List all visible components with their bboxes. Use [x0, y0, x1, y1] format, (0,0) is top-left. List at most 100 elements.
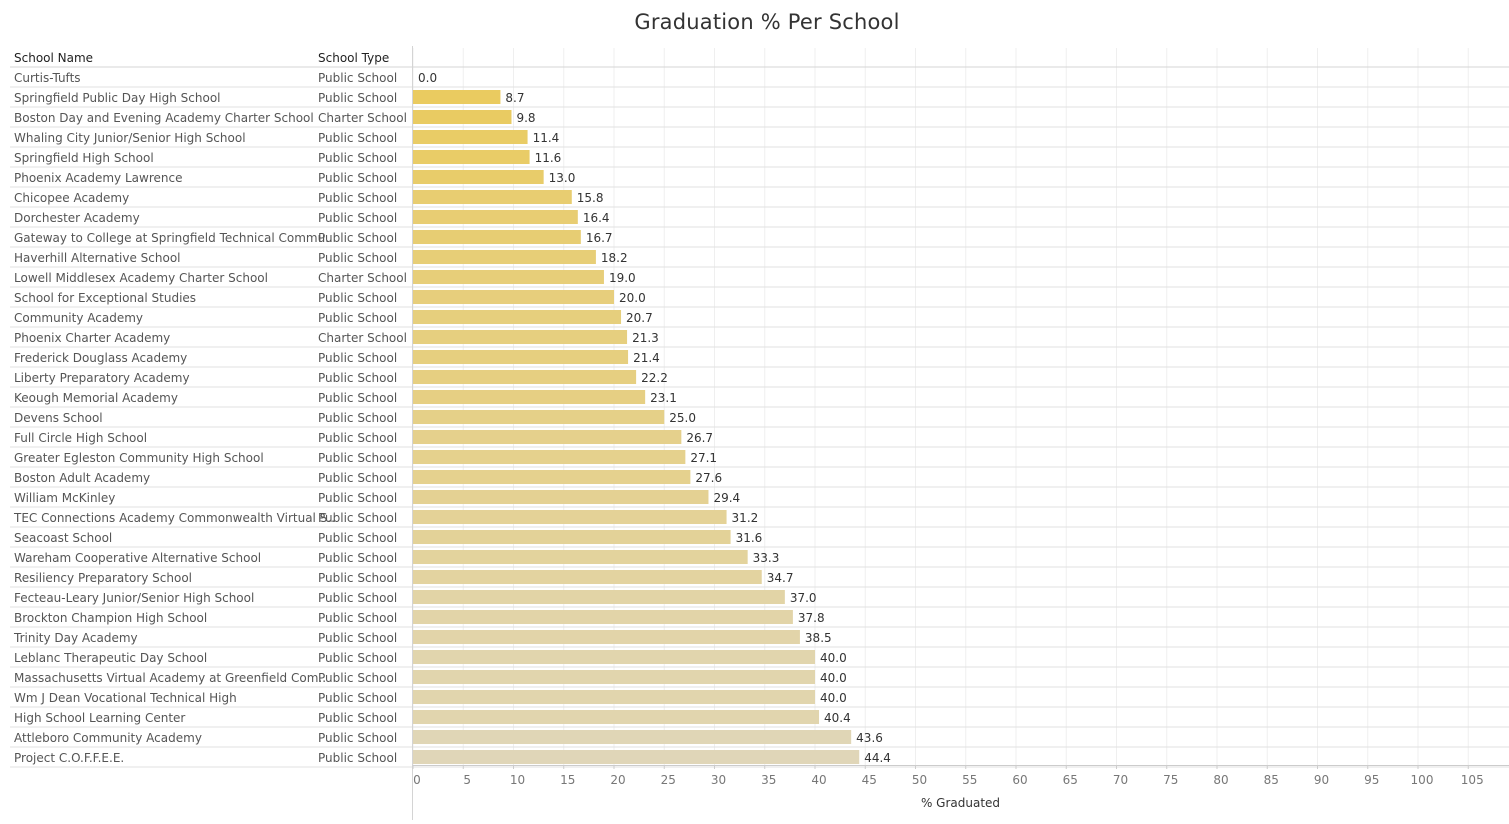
- bar: [413, 250, 596, 264]
- bar: [413, 550, 748, 564]
- school-name-label: Liberty Preparatory Academy: [14, 371, 190, 385]
- school-name-label: TEC Connections Academy Commonwealth Vir…: [13, 511, 335, 525]
- school-name-label: Attleboro Community Academy: [14, 731, 202, 745]
- school-type-label: Public School: [318, 211, 397, 225]
- data-label: 16.4: [583, 211, 610, 225]
- x-tick-label: 105: [1461, 773, 1484, 787]
- data-label: 37.8: [798, 611, 825, 625]
- school-name-label: Massachusetts Virtual Academy at Greenfi…: [14, 671, 326, 685]
- school-name-label: Frederick Douglass Academy: [14, 351, 187, 365]
- school-type-label: Charter School: [318, 331, 407, 345]
- bar: [413, 750, 860, 764]
- school-type-label: Public School: [318, 171, 397, 185]
- data-label: 40.0: [820, 671, 847, 685]
- school-type-label: Public School: [318, 491, 397, 505]
- bar: [413, 330, 628, 344]
- bar: [413, 470, 691, 484]
- bar: [413, 630, 800, 644]
- school-type-label: Public School: [318, 571, 397, 585]
- school-name-label: Whaling City Junior/Senior High School: [14, 131, 246, 145]
- bar: [413, 510, 727, 524]
- school-type-label: Public School: [318, 351, 397, 365]
- x-tick-label: 40: [811, 773, 826, 787]
- x-tick-label: 35: [761, 773, 776, 787]
- school-type-label: Public School: [318, 311, 397, 325]
- data-label: 20.7: [626, 311, 653, 325]
- x-tick-label: 5: [463, 773, 471, 787]
- school-type-label: Public School: [318, 691, 397, 705]
- school-type-label: Public School: [318, 231, 397, 245]
- bar: [413, 730, 852, 744]
- school-type-label: Public School: [318, 71, 397, 85]
- school-name-label: Leblanc Therapeutic Day School: [14, 651, 207, 665]
- school-name-label: Gateway to College at Springfield Techni…: [14, 231, 333, 245]
- data-label: 40.4: [824, 711, 851, 725]
- school-name-label: Dorchester Academy: [14, 211, 140, 225]
- data-label: 13.0: [549, 171, 576, 185]
- bar: [413, 130, 528, 144]
- school-type-label: Public School: [318, 511, 397, 525]
- bar: [413, 390, 646, 404]
- data-label: 37.0: [790, 591, 817, 605]
- school-type-label: Public School: [318, 451, 397, 465]
- x-tick-label: 65: [1063, 773, 1078, 787]
- data-label: 33.3: [753, 551, 780, 565]
- school-type-label: Public School: [318, 371, 397, 385]
- bar: [413, 710, 820, 724]
- school-name-label: Chicopee Academy: [14, 191, 129, 205]
- data-label: 16.7: [586, 231, 613, 245]
- bar: [413, 670, 815, 684]
- column-header-school-type: School Type: [318, 51, 390, 65]
- data-label: 27.6: [695, 471, 722, 485]
- data-label: 11.6: [535, 151, 562, 165]
- x-tick-label: 45: [862, 773, 877, 787]
- school-name-label: Greater Egleston Community High School: [14, 451, 264, 465]
- bar: [413, 210, 578, 224]
- x-tick-label: 70: [1113, 773, 1128, 787]
- school-type-label: Public School: [318, 411, 397, 425]
- school-type-label: Public School: [318, 671, 397, 685]
- data-label: 15.8: [577, 191, 604, 205]
- school-type-label: Public School: [318, 251, 397, 265]
- x-tick-label: 90: [1314, 773, 1329, 787]
- school-name-label: Haverhill Alternative School: [14, 251, 181, 265]
- x-tick-label: 80: [1213, 773, 1228, 787]
- chart-title: Graduation % Per School: [634, 10, 900, 34]
- school-name-label: Fecteau-Leary Junior/Senior High School: [14, 591, 254, 605]
- data-label: 27.1: [690, 451, 717, 465]
- school-type-label: Public School: [318, 431, 397, 445]
- bar: [413, 610, 793, 624]
- bar: [413, 430, 682, 444]
- school-name-label: Trinity Day Academy: [13, 631, 138, 645]
- bar: [413, 90, 501, 104]
- data-label: 40.0: [820, 651, 847, 665]
- data-label: 38.5: [805, 631, 832, 645]
- school-type-label: Public School: [318, 291, 397, 305]
- school-name-label: Resiliency Preparatory School: [14, 571, 192, 585]
- data-label: 0.0: [418, 71, 437, 85]
- data-label: 40.0: [820, 691, 847, 705]
- x-tick-label: 20: [610, 773, 625, 787]
- bar: [413, 570, 762, 584]
- data-label: 21.3: [632, 331, 659, 345]
- data-label: 18.2: [601, 251, 628, 265]
- data-label: 9.8: [516, 111, 535, 125]
- school-name-label: Brockton Champion High School: [14, 611, 207, 625]
- bar: [413, 190, 572, 204]
- school-name-label: Seacoast School: [14, 531, 112, 545]
- school-type-label: Public School: [318, 191, 397, 205]
- data-label: 8.7: [505, 91, 524, 105]
- data-label: 34.7: [767, 571, 794, 585]
- school-name-label: Phoenix Charter Academy: [14, 331, 170, 345]
- bar: [413, 170, 544, 184]
- x-tick-label: 100: [1411, 773, 1434, 787]
- school-name-label: Boston Adult Academy: [14, 471, 150, 485]
- school-type-label: Public School: [318, 751, 397, 765]
- school-name-label: Wm J Dean Vocational Technical High: [14, 691, 237, 705]
- bar: [413, 690, 815, 704]
- data-label: 31.2: [732, 511, 759, 525]
- school-type-label: Public School: [318, 611, 397, 625]
- bar: [413, 350, 629, 364]
- bar: [413, 310, 622, 324]
- x-tick-label: 25: [661, 773, 676, 787]
